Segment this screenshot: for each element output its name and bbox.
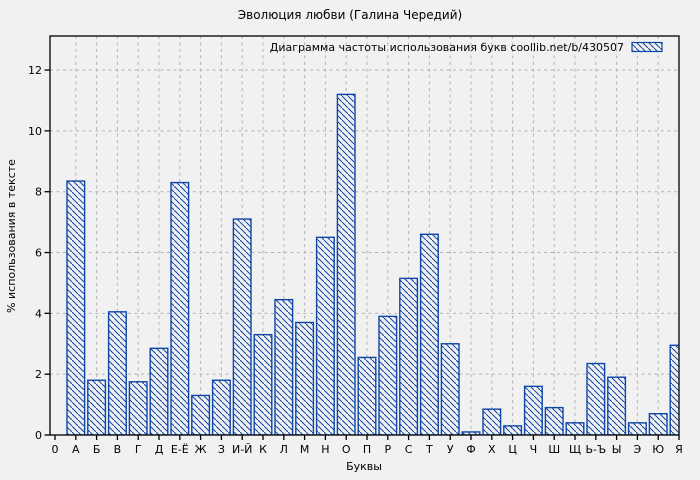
- x-tick-labels: 0 А Б В Г Д Е-Ё Ж З И-Й К Л М Н О П Р С Т У Ф Х Ц Ч Ш Щ Ь-Ъ Ы Э Ю Я: [52, 443, 683, 456]
- x-tick-label: А: [72, 443, 80, 456]
- frequency-bar-З: [211, 379, 231, 435]
- frequency-bar-П: [357, 356, 377, 435]
- x-tick-label: Ь-Ъ: [585, 443, 606, 456]
- frequency-bar-Е-Ё: [170, 181, 190, 435]
- x-tick-label: Ц: [508, 443, 517, 456]
- x-tick-label: У: [447, 443, 454, 456]
- bars-group: [66, 93, 679, 435]
- frequency-bar-Л: [274, 298, 294, 435]
- y-tick-label: 4: [35, 307, 42, 320]
- frequency-bar-Ч: [523, 385, 543, 435]
- x-tick-label: Д: [155, 443, 164, 456]
- plot-border: [49, 35, 680, 436]
- frequency-bar-Щ: [565, 422, 585, 435]
- y-tick-label: 0: [35, 429, 42, 442]
- x-tick-label: Н: [321, 443, 329, 456]
- x-tick-label: В: [114, 443, 122, 456]
- x-tick-label: П: [363, 443, 371, 456]
- x-tick-label: К: [259, 443, 267, 456]
- x-tick-label: Я: [675, 443, 683, 456]
- x-tick-label: Х: [488, 443, 496, 456]
- frequency-bar-Ц: [503, 425, 523, 435]
- frequency-bar-В: [107, 311, 127, 435]
- x-tick-label: Ч: [530, 443, 538, 456]
- x-tick-label: З: [218, 443, 225, 456]
- frequency-bar-И-Й: [232, 218, 252, 435]
- frequency-bar-Ы: [607, 376, 627, 435]
- legend: Диаграмма частоты использования букв coo…: [270, 41, 663, 54]
- x-tick-label: Ж: [195, 443, 207, 456]
- x-tick-label: Р: [384, 443, 391, 456]
- y-axis-label: % использования в тексте: [5, 159, 18, 313]
- legend-swatch: [631, 41, 663, 53]
- axis-ticks: [44, 69, 680, 440]
- x-tick-label: Т: [425, 443, 433, 456]
- frequency-bar-Ю: [648, 413, 668, 435]
- x-tick-label: Э: [634, 443, 642, 456]
- frequency-bar-А: [66, 180, 86, 435]
- x-tick-label: С: [405, 443, 413, 456]
- frequency-bar-Х: [482, 408, 502, 435]
- frequency-bar-Ж: [191, 394, 211, 435]
- legend-label: Диаграмма частоты использования букв coo…: [270, 41, 624, 54]
- x-axis-label: Буквы: [346, 460, 382, 473]
- x-tick-label: Ы: [612, 443, 622, 456]
- frequency-bar-Г: [128, 381, 148, 435]
- y-tick-label: 8: [35, 186, 42, 199]
- frequency-bar-Ь-Ъ: [586, 362, 606, 435]
- frequency-bar-Т: [419, 233, 439, 435]
- x-tick-label: Ш: [548, 443, 560, 456]
- frequency-bar-Н: [315, 236, 335, 435]
- frequency-bar-О: [336, 93, 356, 435]
- frequency-bar-Я: [669, 344, 679, 435]
- x-tick-label: Б: [93, 443, 101, 456]
- frequency-bar-Р: [378, 315, 398, 435]
- x-tick-label: Щ: [569, 443, 581, 456]
- y-tick-label: 10: [28, 125, 42, 138]
- frequency-bar-Б: [87, 379, 107, 435]
- x-tick-label: Ф: [466, 443, 475, 456]
- frequency-bar-С: [399, 277, 419, 435]
- frequency-bar-Ш: [544, 406, 564, 435]
- y-tick-label: 2: [35, 368, 42, 381]
- frequency-bar-У: [440, 343, 460, 435]
- y-tick-label: 6: [35, 247, 42, 260]
- frequency-bar-М: [295, 321, 315, 435]
- chart-title: Эволюция любви (Галина Чередий): [237, 8, 463, 22]
- frequency-bar-Д: [149, 347, 169, 435]
- y-tick-labels: 0 2 4 6 8 10 12: [28, 64, 42, 442]
- x-tick-label: Л: [280, 443, 288, 456]
- x-tick-label: М: [300, 443, 310, 456]
- frequency-bar-Э: [627, 422, 647, 435]
- y-tick-label: 12: [28, 64, 42, 77]
- x-tick-label: Г: [135, 443, 142, 456]
- frequency-bar-К: [253, 333, 273, 435]
- x-tick-label: Ю: [652, 443, 664, 456]
- x-tick-label: О: [342, 443, 351, 456]
- x-tick-label: 0: [52, 443, 59, 456]
- x-tick-label: Е-Ё: [171, 443, 189, 456]
- x-tick-label: И-Й: [232, 443, 252, 456]
